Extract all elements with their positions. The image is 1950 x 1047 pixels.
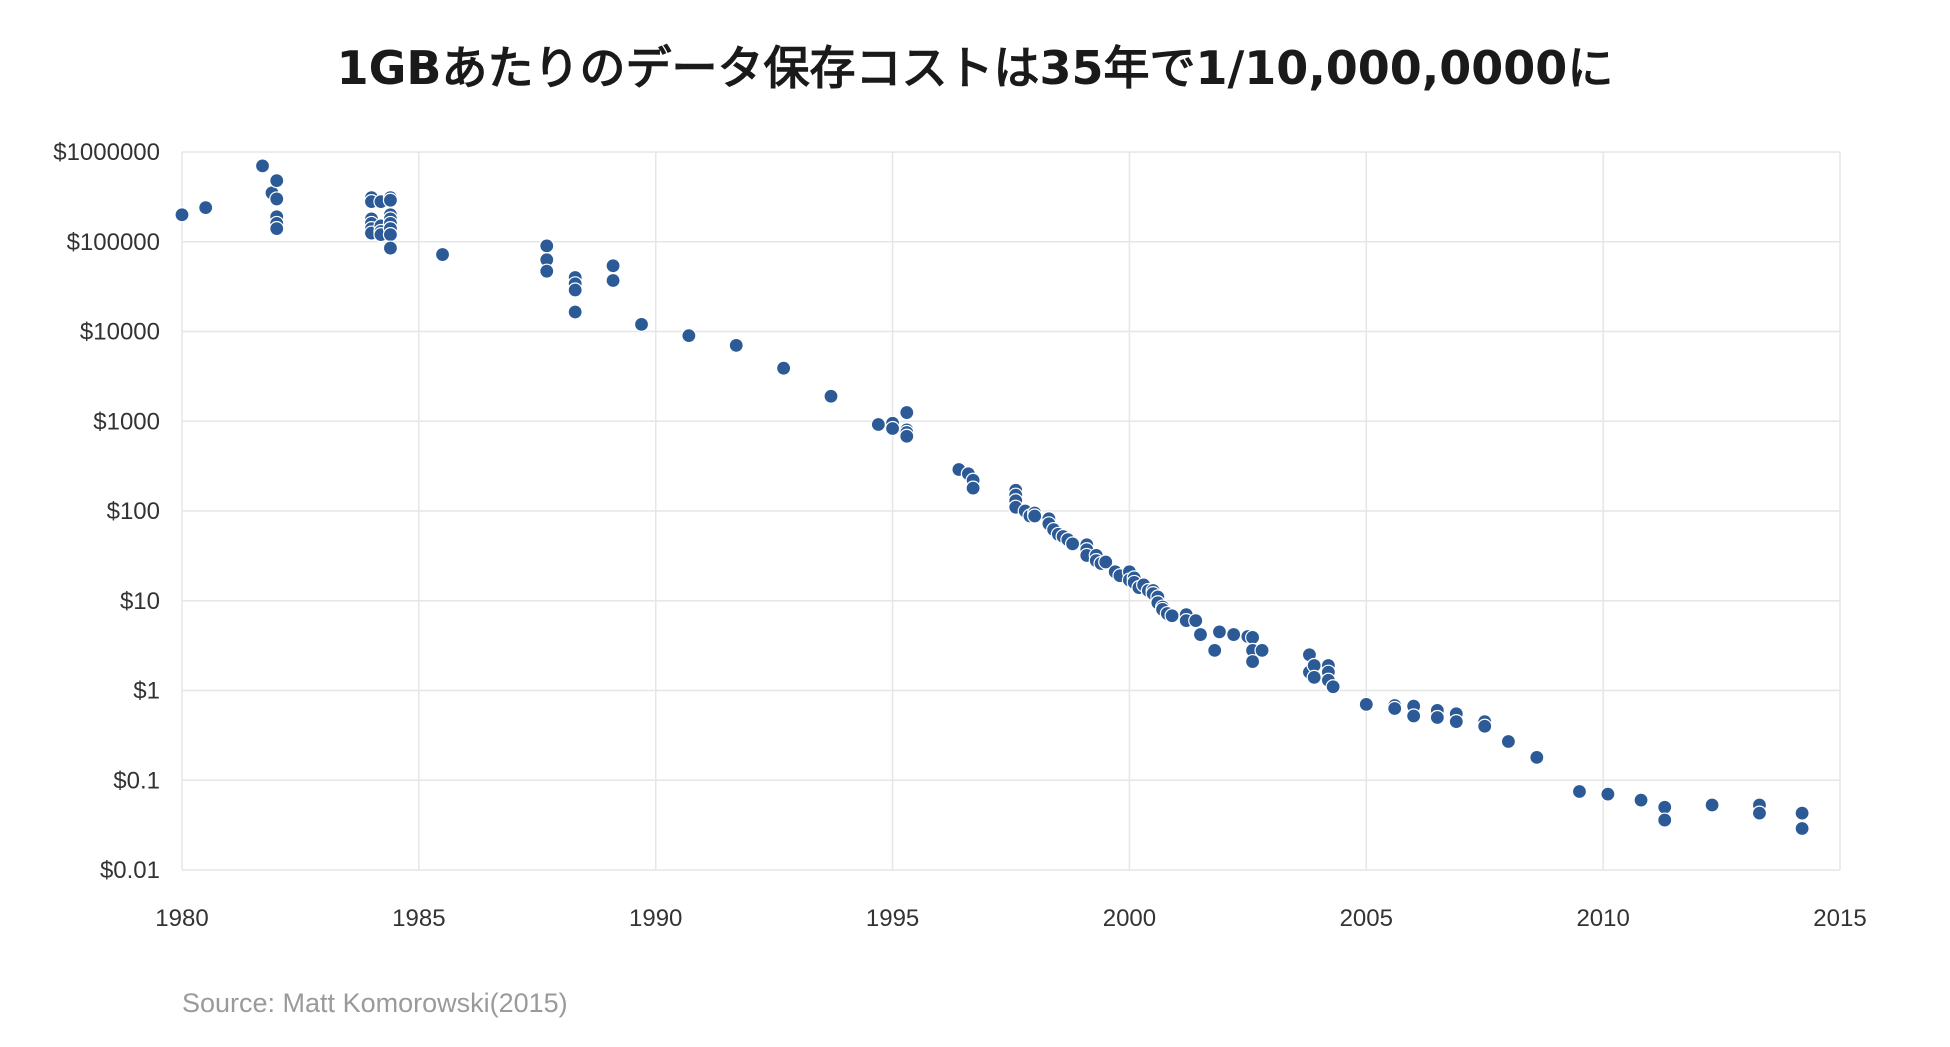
data-point <box>899 404 915 421</box>
x-tick-label: 1990 <box>629 905 682 932</box>
data-point <box>1600 786 1616 802</box>
data-point <box>1244 629 1261 646</box>
data-point <box>1064 536 1081 552</box>
data-point <box>1164 608 1180 624</box>
data-point <box>776 360 792 376</box>
data-point <box>1477 718 1493 734</box>
data-point <box>823 388 839 404</box>
data-point <box>539 238 555 254</box>
data-point <box>1794 820 1810 837</box>
data-point <box>174 207 190 223</box>
data-point <box>1098 554 1114 570</box>
data-point <box>567 282 583 298</box>
data-point <box>1571 783 1588 800</box>
data-point <box>728 337 744 354</box>
data-point <box>1751 805 1768 821</box>
x-axis: 1980 1985 1990 1995 2000 2005 2010 2015 <box>155 905 1866 932</box>
data-point <box>382 240 399 256</box>
data-point <box>681 328 697 344</box>
data-point <box>884 420 901 437</box>
data-point <box>382 227 399 243</box>
x-tick-label: 1995 <box>866 905 919 932</box>
data-point <box>1192 626 1209 643</box>
data-point <box>633 316 650 332</box>
data-point <box>1254 642 1270 658</box>
source-note: Source: Matt Komorowski(2015) <box>182 988 568 1018</box>
data-point <box>382 192 399 208</box>
y-tick-label: $10 <box>120 588 160 615</box>
y-tick-label: $100000 <box>67 229 160 256</box>
data-point <box>1633 792 1649 808</box>
data-point <box>1027 508 1043 524</box>
x-tick-label: 2010 <box>1576 905 1629 932</box>
data-point <box>1188 613 1204 629</box>
data-point <box>1226 626 1242 643</box>
y-tick-label: $1 <box>133 678 160 705</box>
y-tick-label: $100 <box>107 498 160 525</box>
x-tick-label: 2000 <box>1103 905 1156 932</box>
data-point <box>605 272 621 289</box>
data-point <box>1358 696 1374 713</box>
data-point <box>1325 679 1341 695</box>
data-point <box>1387 700 1403 717</box>
y-tick-label: $0.1 <box>113 767 160 794</box>
x-tick-label: 1980 <box>155 905 208 932</box>
y-tick-label: $1000000 <box>53 139 160 166</box>
data-point <box>1657 799 1673 815</box>
y-tick-label: $0.01 <box>100 857 160 884</box>
data-point <box>1794 805 1810 821</box>
grid-lines <box>181 151 1841 871</box>
data-point <box>1306 669 1322 685</box>
data-point <box>567 304 583 320</box>
y-tick-label: $10000 <box>80 319 160 346</box>
x-tick-label: 2015 <box>1813 905 1866 932</box>
data-point <box>1704 797 1720 813</box>
data-point <box>269 191 285 207</box>
data-series <box>174 158 1810 837</box>
chart-title: 1GBあたりのデータ保存コストは35年で1/10,000,0000に <box>336 41 1614 95</box>
data-point <box>1657 812 1673 828</box>
data-point <box>1500 733 1517 750</box>
data-point <box>539 263 555 279</box>
y-axis: $1000000 $100000 $10000 $1000 $100 $10 $1 $0.1 $… <box>53 139 160 884</box>
y-tick-label: $1000 <box>93 408 160 435</box>
data-point <box>269 221 285 237</box>
data-point <box>269 173 285 189</box>
data-point <box>899 428 915 444</box>
data-point <box>605 258 621 274</box>
data-point <box>870 416 886 433</box>
data-point <box>1244 653 1261 670</box>
data-point <box>1429 709 1445 726</box>
data-point <box>1529 749 1545 765</box>
x-tick-label: 1985 <box>392 905 445 932</box>
data-point <box>1207 642 1223 658</box>
data-point <box>1406 708 1422 724</box>
data-point <box>198 200 214 216</box>
data-point <box>965 480 981 496</box>
data-point <box>434 246 451 263</box>
data-point <box>254 158 271 174</box>
data-point <box>1211 624 1228 640</box>
data-point <box>1448 714 1464 730</box>
x-tick-label: 2005 <box>1340 905 1393 932</box>
